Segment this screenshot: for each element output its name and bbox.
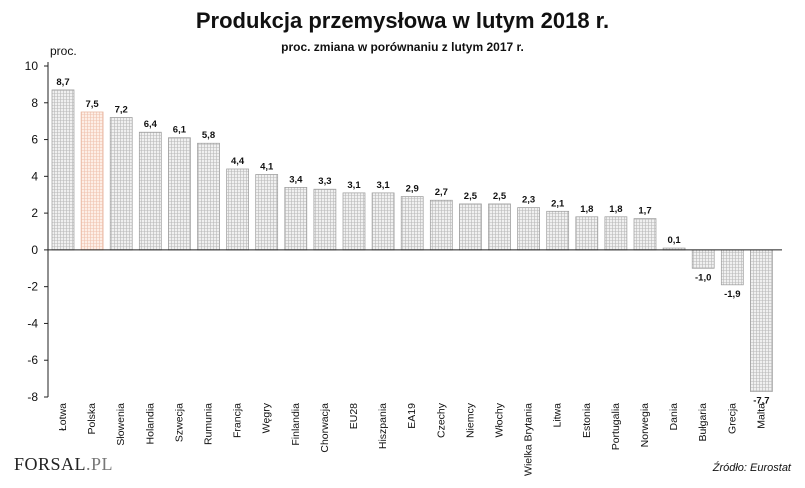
category-label-2: Słowenia bbox=[115, 403, 127, 446]
value-label-17: 2,1 bbox=[551, 198, 565, 209]
logo-suffix: .PL bbox=[86, 454, 114, 474]
value-label-15: 2,5 bbox=[493, 191, 507, 202]
category-label-24: Malta bbox=[755, 403, 767, 429]
bar-24 bbox=[750, 249, 773, 392]
y-tick-label-7: -4 bbox=[27, 316, 38, 330]
value-label-8: 3,4 bbox=[289, 174, 303, 185]
category-label-10: EU28 bbox=[348, 403, 360, 429]
category-label-16: Wielka Brytania bbox=[523, 403, 535, 476]
value-label-21: 0,1 bbox=[667, 235, 681, 246]
y-tick-label-9: -8 bbox=[27, 390, 38, 404]
logo-text: FORSAL bbox=[14, 454, 87, 474]
value-label-13: 2,7 bbox=[435, 187, 448, 198]
category-label-0: Łotwa bbox=[57, 403, 69, 431]
bar-19 bbox=[604, 216, 628, 251]
category-label-23: Grecja bbox=[726, 403, 738, 434]
chart-title: Produkcja przemysłowa w lutym 2018 r. bbox=[195, 8, 610, 33]
category-label-22: Bułgaria bbox=[697, 403, 709, 442]
value-label-14: 2,5 bbox=[464, 191, 478, 202]
value-label-2: 7,2 bbox=[115, 104, 128, 115]
value-label-4: 6,1 bbox=[173, 125, 187, 136]
bar-2 bbox=[109, 117, 133, 251]
category-label-5: Rumunia bbox=[203, 403, 215, 445]
bar-14 bbox=[459, 203, 482, 251]
bar-9 bbox=[313, 188, 337, 251]
value-label-9: 3,3 bbox=[318, 176, 331, 187]
value-label-20: 1,7 bbox=[638, 206, 651, 217]
bar-11 bbox=[371, 192, 395, 251]
bar-0 bbox=[51, 89, 75, 251]
y-tick-label-4: 2 bbox=[31, 206, 38, 220]
y-tick-label-8: -6 bbox=[27, 353, 38, 367]
value-label-18: 1,8 bbox=[580, 204, 593, 215]
category-label-19: Portugalia bbox=[610, 403, 622, 450]
value-label-6: 4,4 bbox=[231, 156, 245, 167]
category-label-14: Niemcy bbox=[464, 402, 476, 438]
value-label-23: -1,9 bbox=[724, 289, 740, 300]
category-label-13: Czechy bbox=[435, 402, 447, 438]
y-tick-label-3: 4 bbox=[31, 169, 38, 183]
bar-3 bbox=[138, 131, 162, 251]
value-label-19: 1,8 bbox=[609, 204, 622, 215]
category-label-1: Polska bbox=[86, 403, 98, 435]
y-tick-label-1: 8 bbox=[31, 96, 38, 110]
y-tick-label-5: 0 bbox=[31, 243, 38, 257]
y-tick-label-0: 10 bbox=[25, 59, 39, 73]
bar-6 bbox=[226, 168, 249, 251]
category-label-6: Francja bbox=[232, 403, 244, 438]
category-label-8: Finlandia bbox=[290, 403, 302, 446]
bar-4 bbox=[168, 137, 191, 251]
category-label-11: Hiszpania bbox=[377, 403, 389, 449]
bar-20 bbox=[633, 218, 657, 251]
bar-23 bbox=[720, 249, 744, 286]
bar-18 bbox=[575, 216, 599, 251]
category-label-17: Litwa bbox=[552, 403, 564, 428]
category-label-4: Szwecja bbox=[173, 403, 185, 442]
category-label-7: Węgry bbox=[261, 402, 273, 433]
category-label-18: Estonia bbox=[581, 403, 593, 438]
bar-8 bbox=[284, 187, 308, 251]
bar-7 bbox=[255, 174, 279, 251]
y-axis-unit-label: proc. bbox=[50, 44, 77, 58]
forsal-logo: FORSAL.PL bbox=[14, 454, 113, 475]
value-label-24: -7,7 bbox=[753, 395, 769, 406]
bar-17 bbox=[546, 210, 570, 251]
y-tick-label-6: -2 bbox=[27, 280, 38, 294]
value-label-1: 7,5 bbox=[85, 99, 99, 110]
value-label-22: -1,0 bbox=[695, 272, 711, 283]
value-label-3: 6,4 bbox=[144, 119, 158, 130]
value-label-11: 3,1 bbox=[376, 180, 390, 191]
category-label-15: Włochy bbox=[494, 402, 506, 437]
value-label-0: 8,7 bbox=[56, 77, 69, 88]
bar-10 bbox=[342, 192, 366, 251]
bar-12 bbox=[400, 196, 424, 251]
category-label-9: Chorwacja bbox=[319, 403, 331, 453]
source-note: Źródło: Eurostat bbox=[712, 462, 791, 474]
bar-22 bbox=[691, 249, 715, 269]
bar-5 bbox=[197, 142, 220, 251]
value-label-5: 5,8 bbox=[202, 130, 215, 141]
category-label-20: Norwegia bbox=[639, 403, 651, 448]
bar-16 bbox=[517, 207, 540, 251]
bar-13 bbox=[429, 199, 453, 251]
value-label-10: 3,1 bbox=[347, 180, 361, 191]
value-label-12: 2,9 bbox=[406, 184, 419, 195]
value-label-7: 4,1 bbox=[260, 161, 274, 172]
category-label-3: Holandia bbox=[144, 403, 156, 445]
y-tick-label-2: 6 bbox=[31, 133, 38, 147]
bar-15 bbox=[488, 203, 511, 251]
category-label-21: Dania bbox=[668, 403, 680, 431]
category-label-12: EA19 bbox=[406, 403, 418, 429]
bar-1 bbox=[80, 111, 104, 251]
chart-subtitle: proc. zmiana w porównaniu z lutym 2017 r… bbox=[281, 40, 524, 54]
value-label-16: 2,3 bbox=[522, 195, 535, 206]
